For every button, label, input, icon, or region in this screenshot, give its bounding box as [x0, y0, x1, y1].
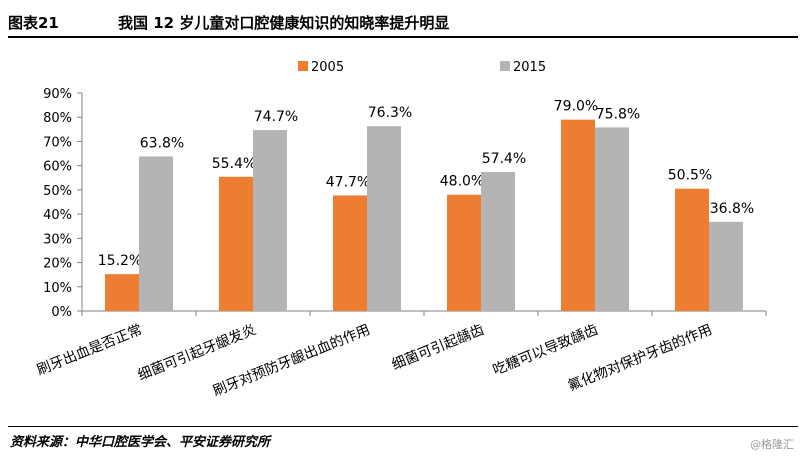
data-label-2005: 55.4%	[212, 156, 256, 172]
bar-2005	[333, 195, 367, 311]
bar-2005	[105, 274, 139, 311]
y-tick-label: 50%	[43, 184, 72, 199]
legend-label-2015: 2015	[513, 60, 546, 75]
legend-swatch-2005	[298, 61, 308, 71]
bar-2015	[253, 130, 287, 311]
figure-number: 图表21	[8, 14, 59, 32]
data-label-2005: 79.0%	[554, 99, 598, 115]
bar-2015	[367, 126, 401, 311]
data-label-2015: 63.8%	[140, 135, 184, 151]
figure-header: 图表21 我国 12 岁儿童对口腔健康知识的知晓率提升明显	[8, 6, 798, 36]
bar-2005	[675, 188, 709, 311]
data-label-2015: 76.3%	[368, 105, 412, 121]
data-label-2005: 48.0%	[440, 174, 484, 190]
bar-2005	[447, 194, 481, 311]
y-tick-label: 0%	[51, 305, 72, 320]
x-tick-label: 吃糖可以导致龋齿	[491, 322, 601, 379]
bar-chart: 0% 10% 20% 30% 40% 50% 60% 70% 80% 90% 15.2% 55.4% 4…	[35, 60, 767, 400]
data-label-2015: 74.7%	[254, 109, 298, 125]
data-label-2015: 36.8%	[710, 201, 754, 217]
source-note: 资料来源：中华口腔医学会、平安证券研究所	[10, 435, 271, 450]
bar-2015	[139, 156, 173, 311]
footer-divider	[8, 426, 798, 427]
bar-2015	[481, 171, 515, 311]
bar-2015	[595, 127, 629, 311]
y-tick-label: 20%	[43, 257, 72, 272]
data-label-2005: 15.2%	[98, 253, 142, 269]
watermark: @格隆汇	[750, 438, 794, 451]
figure-title: 我国 12 岁儿童对口腔健康知识的知晓率提升明显	[118, 14, 450, 32]
data-label-2015: 75.8%	[596, 106, 640, 122]
x-tick-label: 细菌可引起龋齿	[390, 322, 487, 374]
data-label-2005: 50.5%	[668, 168, 712, 184]
y-tick-label: 90%	[43, 87, 72, 102]
y-tick-label: 60%	[43, 160, 72, 175]
legend-swatch-2015	[500, 61, 510, 71]
bar-2015	[709, 221, 743, 311]
title-divider	[8, 36, 798, 38]
data-label-2015: 57.4%	[482, 151, 526, 167]
legend-label-2005: 2005	[311, 60, 344, 75]
y-tick-label: 70%	[43, 135, 72, 150]
data-label-2005: 47.7%	[326, 174, 370, 190]
y-tick-label: 10%	[43, 281, 72, 296]
y-tick-label: 80%	[43, 111, 72, 126]
bar-2005	[219, 176, 253, 311]
y-tick-label: 40%	[43, 208, 72, 223]
x-tick-label: 刷牙出血是否正常	[35, 322, 145, 379]
bar-2005	[561, 119, 595, 312]
y-tick-label: 30%	[43, 232, 72, 247]
